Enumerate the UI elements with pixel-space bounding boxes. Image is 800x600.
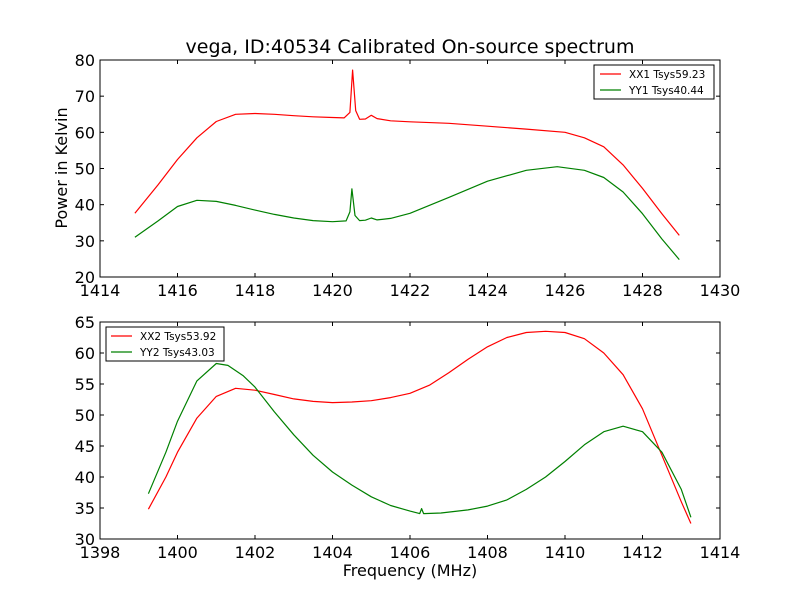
bottom-y-tick-label: 30 — [75, 530, 95, 549]
top-y-tick-label: 20 — [75, 268, 95, 287]
top-panel: 1414 1416 1418 1420 1422 1424 1426 1428 1430 20 30… — [52, 51, 740, 300]
top-x-tick-label: 1426 — [545, 281, 586, 300]
top-y-tick-label: 30 — [75, 232, 95, 251]
top-x-tick-label: 1420 — [312, 281, 353, 300]
bottom-panel: 1398 1400 1402 1404 1406 1408 1410 1412 1414 30 35… — [75, 313, 741, 580]
top-x-tick-label: 1422 — [390, 281, 431, 300]
top-legend-label-xx1: XX1 Tsys59.23 — [629, 69, 705, 81]
top-y-tick-label: 80 — [75, 51, 95, 70]
top-x-tick-label: 1428 — [622, 281, 663, 300]
top-y-tick-label: 60 — [75, 123, 95, 142]
bottom-x-tick-label: 1414 — [700, 543, 741, 562]
bottom-legend-label-xx2: XX2 Tsys53.92 — [140, 331, 216, 343]
chart-title: vega, ID:40534 Calibrated On-source spec… — [186, 36, 635, 58]
top-ticks-group: 1414 1416 1418 1420 1422 1424 1426 1428 1430 20 30… — [75, 51, 741, 300]
bottom-y-tick-label: 35 — [75, 499, 95, 518]
top-series-line-0 — [134, 69, 680, 236]
bottom-legend-label-yy2: YY2 Tsys43.03 — [139, 347, 215, 359]
bottom-legend: XX2 Tsys53.92 YY2 Tsys43.03 — [105, 326, 225, 362]
bottom-x-tick-label: 1408 — [467, 543, 508, 562]
bottom-x-axis-label: Frequency (MHz) — [343, 561, 477, 580]
bottom-legend-box — [105, 326, 225, 362]
top-x-tick-label: 1430 — [700, 281, 741, 300]
top-series-line-1 — [134, 166, 680, 260]
bottom-x-tick-label: 1412 — [622, 543, 663, 562]
top-axes-frame — [99, 59, 721, 278]
bottom-ticks-group: 1398 1400 1402 1404 1406 1408 1410 1412 1414 30 35… — [75, 313, 741, 562]
bottom-y-tick-label: 55 — [75, 375, 95, 394]
bottom-y-tick-label: 60 — [75, 344, 95, 363]
bottom-series-line-1 — [147, 362, 692, 518]
bottom-x-tick-label: 1402 — [235, 543, 276, 562]
bottom-y-tick-label: 65 — [75, 313, 95, 332]
bottom-x-tick-label: 1400 — [157, 543, 198, 562]
bottom-series-line-0 — [147, 330, 692, 524]
bottom-y-tick-label: 45 — [75, 437, 95, 456]
top-y-tick-label: 40 — [75, 196, 95, 215]
top-legend-box — [593, 64, 715, 100]
bottom-x-tick-label: 1398 — [80, 543, 121, 562]
bottom-y-tick-label: 50 — [75, 406, 95, 425]
top-x-tick-label: 1424 — [467, 281, 508, 300]
bottom-axes-frame — [99, 321, 721, 540]
top-x-tick-label: 1416 — [157, 281, 198, 300]
top-y-tick-label: 70 — [75, 87, 95, 106]
bottom-x-tick-label: 1410 — [545, 543, 586, 562]
bottom-y-tick-label: 40 — [75, 468, 95, 487]
top-x-tick-label: 1418 — [235, 281, 276, 300]
bottom-x-tick-label: 1406 — [390, 543, 431, 562]
top-y-axis-label: Power in Kelvin — [52, 107, 71, 228]
top-y-tick-label: 50 — [75, 160, 95, 179]
top-series-group — [134, 69, 680, 260]
top-legend: XX1 Tsys59.23 YY1 Tsys40.44 — [593, 64, 715, 100]
bottom-x-tick-label: 1404 — [312, 543, 353, 562]
top-x-tick-label: 1414 — [80, 281, 121, 300]
bottom-series-group — [147, 330, 692, 524]
top-legend-label-yy1: YY1 Tsys40.44 — [628, 85, 704, 97]
